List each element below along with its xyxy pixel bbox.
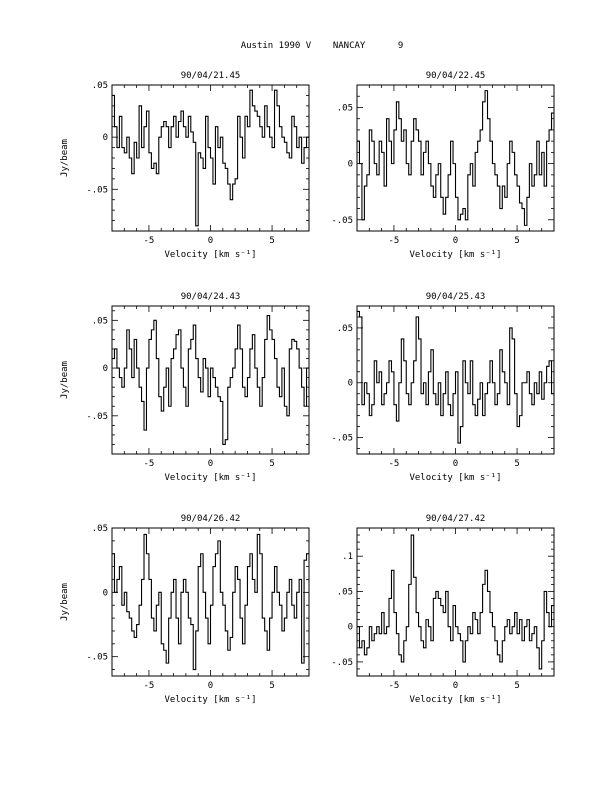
panel-title: 90/04/22.45	[426, 71, 486, 81]
spectrum-panel: 90/04/24.43 -5 0 5 .05 0 -.05 Velocity [km s⁻¹]…	[60, 292, 310, 483]
x-tick-label: 0	[453, 681, 458, 691]
y-tick-label: -.05	[86, 653, 108, 663]
x-tick-label: 5	[269, 681, 274, 691]
x-tick-label: -5	[389, 681, 400, 691]
x-tick-label: 5	[514, 681, 519, 691]
y-tick-label: 0	[348, 160, 353, 170]
x-axis-label: Velocity [km s⁻¹]	[409, 250, 501, 260]
x-tick-label: 0	[208, 681, 213, 691]
y-tick-label: .05	[92, 316, 108, 326]
y-tick-label: -.05	[331, 434, 353, 444]
spectrum-panel: 90/04/27.42 -5 0 5 .1 .05 0 -.05 Velocity [km s⁻…	[331, 514, 555, 705]
panel-title: 90/04/26.42	[181, 514, 241, 524]
x-tick-label: 5	[514, 236, 519, 246]
x-tick-label: -5	[144, 236, 155, 246]
y-tick-label: 0	[103, 364, 108, 374]
x-axis-label: Velocity [km s⁻¹]	[164, 695, 256, 705]
y-tick-label: -.05	[331, 216, 353, 226]
y-tick-label: .1	[342, 552, 353, 562]
spectrum-panel: 90/04/21.45 -5 0 5 .05 0 -.05 Velocity [km s⁻¹]…	[60, 71, 310, 260]
x-tick-label: 0	[453, 459, 458, 469]
panel-title: 90/04/24.43	[181, 292, 241, 302]
spectrum-panel: 90/04/26.42 -5 0 5 .05 0 -.05 Velocity [km s⁻¹]…	[60, 514, 310, 705]
y-tick-label: .05	[92, 524, 108, 534]
x-tick-label: 5	[514, 459, 519, 469]
y-tick-label: -.05	[331, 658, 353, 668]
y-tick-label: .05	[337, 587, 353, 597]
x-tick-label: 5	[269, 459, 274, 469]
y-tick-label: 0	[348, 623, 353, 633]
x-tick-label: 0	[453, 236, 458, 246]
spectrum-series-line	[112, 89, 309, 227]
panel-grid: 90/04/21.45 -5 0 5 .05 0 -.05 Velocity [km s⁻¹]…	[60, 71, 555, 705]
panel-title: 90/04/25.43	[426, 292, 486, 302]
y-axis-label: Jy/beam	[60, 139, 70, 177]
x-tick-label: 5	[269, 236, 274, 246]
y-tick-label: .05	[92, 81, 108, 91]
x-axis-label: Velocity [km s⁻¹]	[409, 695, 501, 705]
y-tick-label: -.05	[86, 412, 108, 422]
y-tick-label: 0	[103, 588, 108, 598]
spectrum-series-line	[112, 533, 309, 671]
x-axis-label: Velocity [km s⁻¹]	[164, 250, 256, 260]
x-tick-label: 0	[208, 236, 213, 246]
x-tick-label: -5	[144, 459, 155, 469]
spectrum-panel: 90/04/25.43 -5 0 5 .05 0 -.05 Velocity [km s⁻¹]	[331, 292, 555, 483]
y-axis-label: Jy/beam	[60, 361, 70, 399]
y-axis-label: Jy/beam	[60, 583, 70, 621]
x-axis-label: Velocity [km s⁻¹]	[164, 473, 256, 483]
spectrum-series-line	[357, 90, 554, 226]
x-tick-label: -5	[389, 236, 400, 246]
panel-title: 90/04/21.45	[181, 71, 241, 81]
x-tick-label: -5	[144, 681, 155, 691]
y-tick-label: .05	[337, 324, 353, 334]
y-tick-label: 0	[103, 133, 108, 143]
spectrum-series-line	[357, 310, 554, 444]
x-tick-label: -5	[389, 459, 400, 469]
y-tick-label: 0	[348, 379, 353, 389]
x-tick-label: 0	[208, 459, 213, 469]
panel-title: 90/04/27.42	[426, 514, 486, 524]
spectrum-series-line	[112, 315, 309, 445]
spectrum-series-line	[357, 534, 554, 670]
y-tick-label: .05	[337, 103, 353, 113]
page-title: Austin 1990 V NANCAY 9	[241, 41, 404, 51]
plot-frame	[356, 527, 555, 677]
x-axis-label: Velocity [km s⁻¹]	[409, 473, 501, 483]
y-tick-label: -.05	[86, 185, 108, 195]
spectrum-panel: 90/04/22.45 -5 0 5 .05 0 -.05 Velocity [km s⁻¹]	[331, 71, 555, 260]
